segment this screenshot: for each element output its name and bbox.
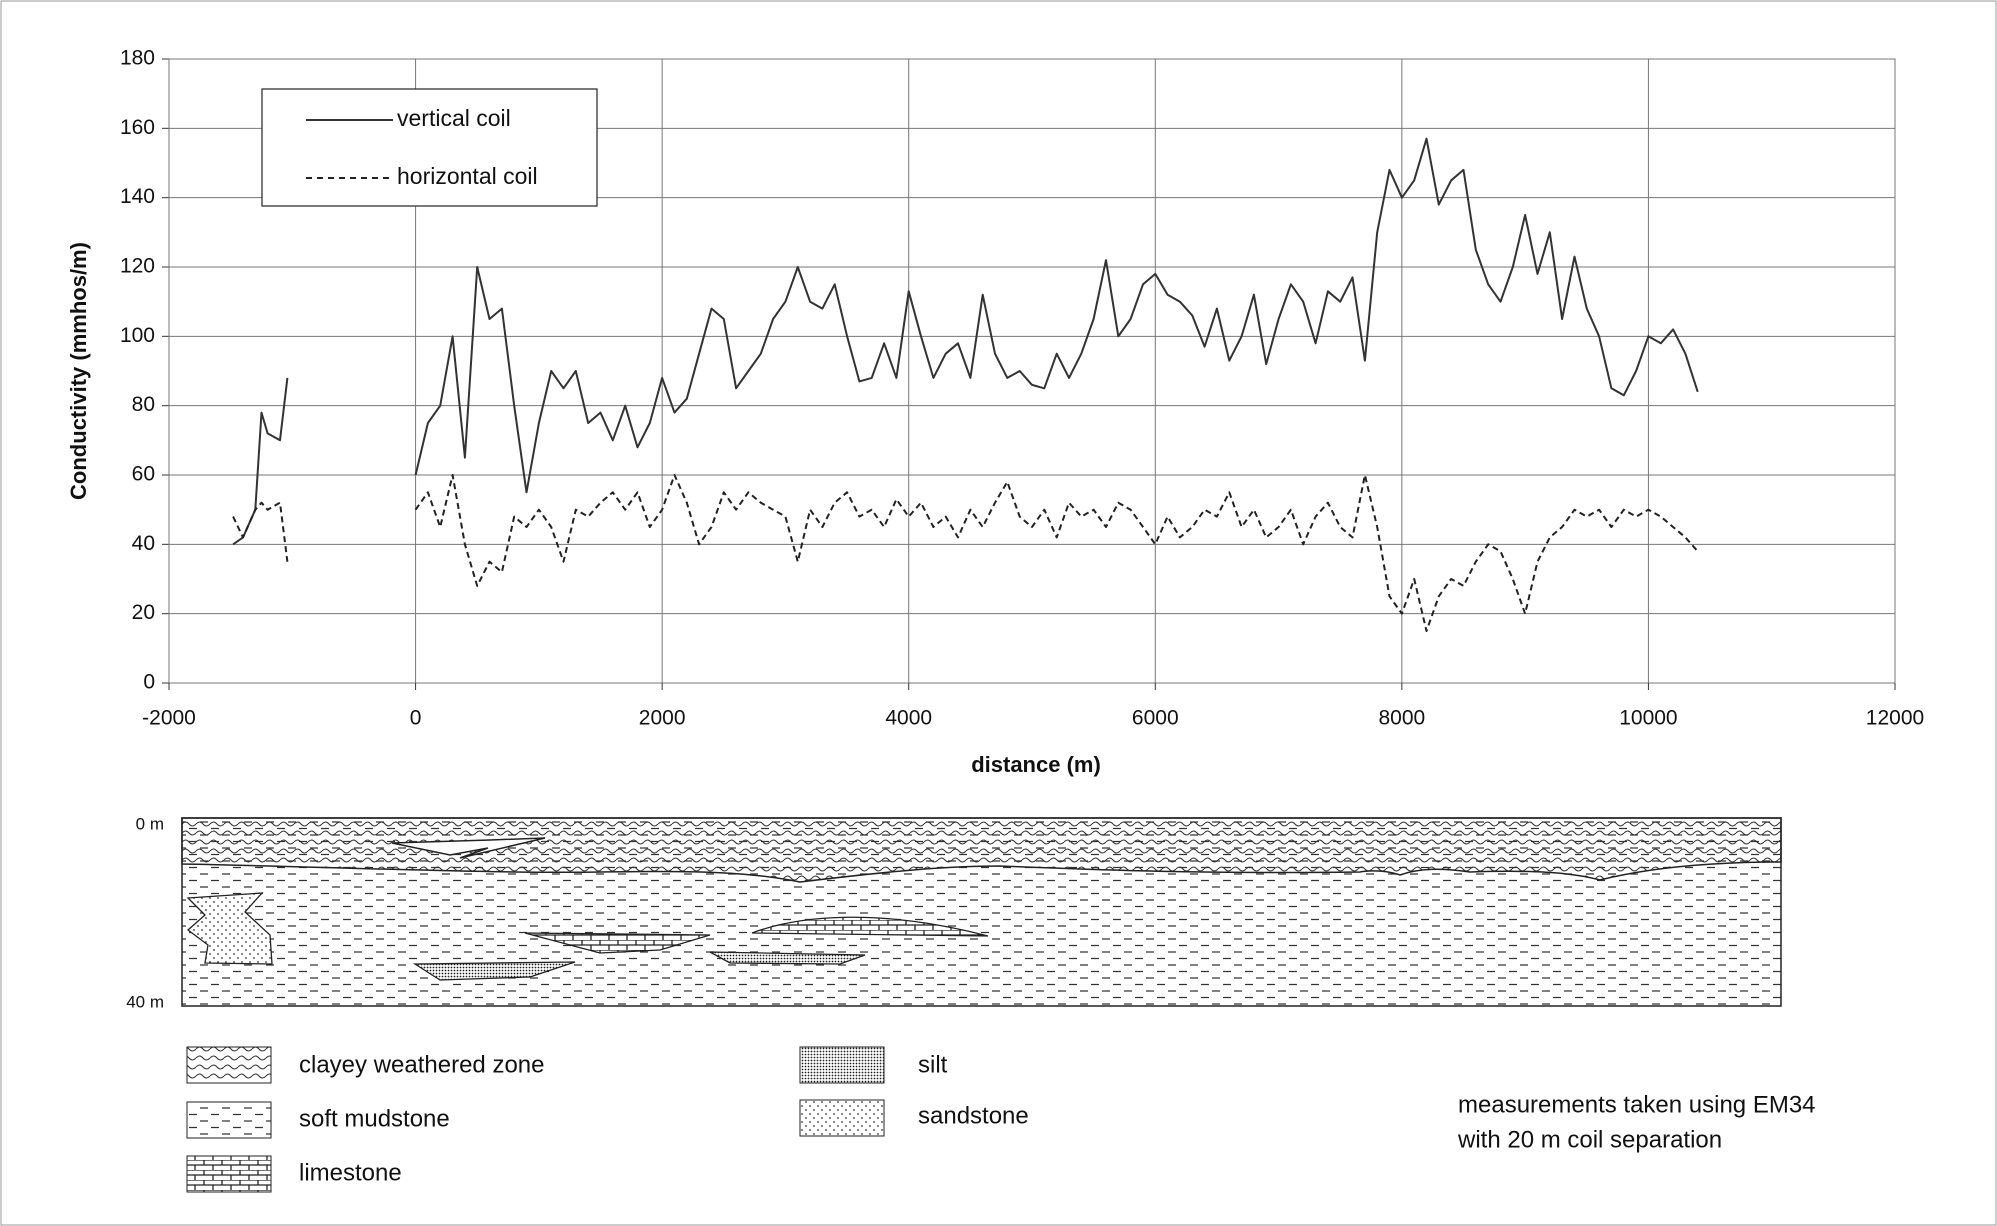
x-tick-label: 4000 — [885, 707, 932, 730]
swatch — [800, 1047, 884, 1083]
x-tick-label: 10000 — [1619, 707, 1677, 730]
y-tick-label: 20 — [132, 601, 155, 624]
swatch — [187, 1102, 271, 1138]
y-tick-label: 0 — [143, 671, 155, 694]
swatch — [187, 1047, 271, 1083]
legend-label: sandstone — [918, 1102, 1029, 1129]
legend-label: horizontal coil — [397, 163, 538, 189]
note: with 20 m coil separation — [1457, 1126, 1722, 1153]
legend-label: soft mudstone — [299, 1105, 450, 1132]
y-axis-title: Conductivity (mmhos/m) — [66, 242, 91, 500]
x-tick-label: 0 — [410, 707, 422, 730]
depth-label: 0 m — [136, 814, 164, 833]
swatch — [187, 1156, 271, 1192]
x-tick-label: 2000 — [639, 707, 686, 730]
x-tick-label: 6000 — [1132, 707, 1179, 730]
x-tick-label: 8000 — [1378, 707, 1425, 730]
x-tick-label: -2000 — [142, 707, 196, 730]
swatch — [800, 1100, 884, 1136]
x-tick-label: 12000 — [1866, 707, 1924, 730]
cross-section — [182, 818, 1781, 1006]
depth-label: 40 m — [126, 992, 164, 1011]
y-tick-label: 120 — [120, 255, 155, 278]
legend-label: vertical coil — [397, 105, 511, 131]
y-tick-label: 180 — [120, 47, 155, 70]
y-tick-label: 80 — [132, 393, 155, 416]
y-tick-label: 160 — [120, 116, 155, 139]
y-tick-label: 100 — [120, 324, 155, 347]
legend-label: silt — [918, 1051, 948, 1078]
y-tick-label: 60 — [132, 463, 155, 486]
y-tick-label: 140 — [120, 185, 155, 208]
figure: 0 20 40 60 80 100 120 140 160 180 -2000 0 2000 4000 60… — [0, 0, 1997, 1226]
legend-label: clayey weathered zone — [299, 1051, 544, 1078]
x-axis-title: distance (m) — [971, 752, 1101, 777]
legend-label: limestone — [299, 1159, 402, 1186]
y-tick-label: 40 — [132, 532, 155, 555]
note: measurements taken using EM34 — [1458, 1091, 1816, 1118]
